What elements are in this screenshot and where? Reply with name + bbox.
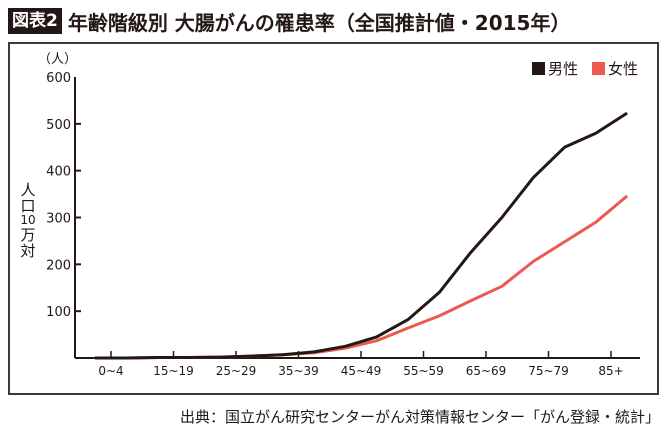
y-axis-label-char: 10 (20, 213, 36, 227)
y-axis-label-char: 人 (20, 181, 36, 199)
figure-badge: 図表2 (8, 8, 62, 34)
legend-swatch-female (592, 62, 606, 75)
chart-lines (95, 111, 629, 360)
legend-swatch-male (532, 62, 545, 75)
y-tick-label: 300 (46, 212, 71, 227)
legend-item-male: 男性 (532, 58, 578, 79)
x-tick-label: 45~49 (341, 364, 382, 378)
x-tick-label: 75~79 (528, 364, 569, 378)
series-line-male (95, 111, 628, 360)
x-tick-label: 85+ (598, 364, 623, 378)
series-line-female (95, 194, 629, 360)
source-note: 出典：国立がん研究センターがん対策情報センター「がん登録・統計」 (179, 408, 660, 426)
chart-frame (8, 42, 659, 395)
y-axis-label-char: 対 (20, 242, 36, 260)
y-tick-label: 600 (46, 71, 71, 86)
y-tick-label: 100 (46, 305, 71, 320)
x-tick-label: 0~4 (98, 364, 123, 378)
y-tick-label: 200 (46, 258, 71, 273)
x-tick-label: 25~29 (216, 364, 257, 378)
legend-label-male: 男性 (548, 60, 579, 78)
chart-title: 年齢階級別 大腸がんの罹患率（全国推計値・2015年） (67, 10, 571, 35)
y-tick-label: 400 (46, 165, 71, 180)
y-axis-label-char: 万 (20, 226, 36, 244)
chart-title-row: 図表2 年齢階級別 大腸がんの罹患率（全国推計値・2015年） (8, 6, 570, 36)
y-axis-unit: （人） (38, 52, 78, 67)
y-tick-label: 500 (46, 118, 71, 133)
legend-item-female: 女性 (592, 58, 638, 79)
x-tick-label: 65~69 (466, 364, 507, 378)
x-tick-label: 35~39 (278, 364, 319, 378)
chart-legend: 男性 女性 (532, 58, 652, 79)
chart-axes: 100 200 300 400 500 600 0~4 15~19 25~29 35~39 45~4… (46, 71, 640, 378)
y-axis-label: 人 口 10 万 対 (18, 182, 38, 259)
y-axis-label-char: 口 (20, 197, 36, 215)
x-tick-label: 15~19 (153, 364, 194, 378)
x-tick-label: 55~59 (403, 364, 444, 378)
legend-label-female: 女性 (608, 60, 639, 78)
